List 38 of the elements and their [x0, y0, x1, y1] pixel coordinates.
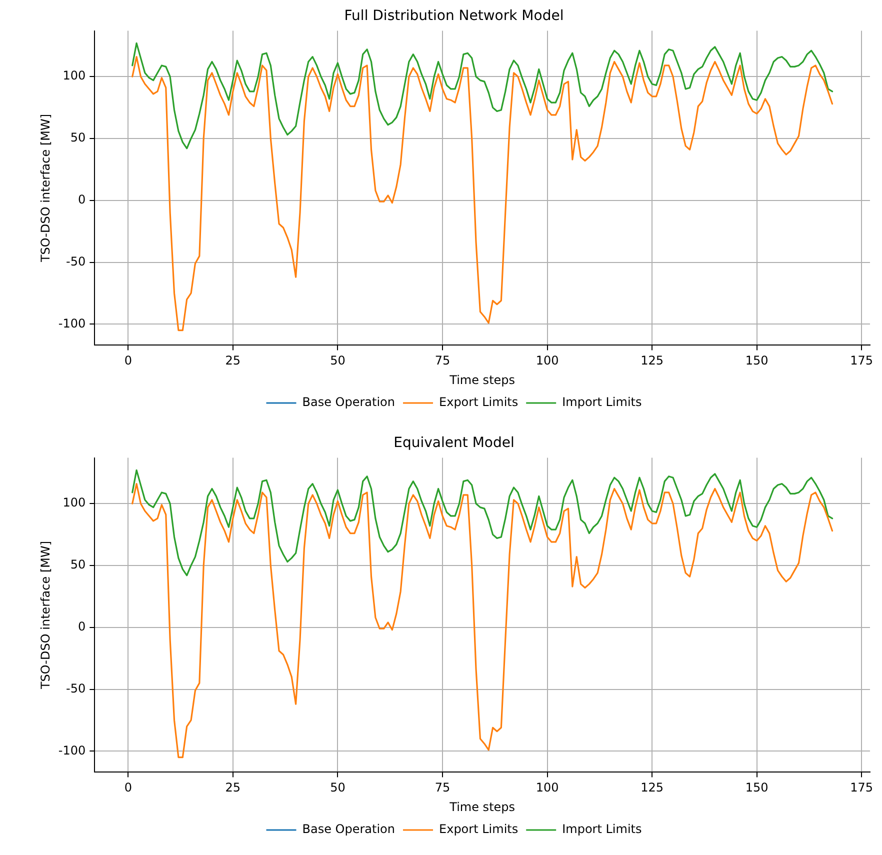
y-tick-label: -50 — [66, 254, 86, 268]
chart-title: Equivalent Model — [394, 435, 514, 452]
legend-label: Import Limits — [562, 395, 642, 410]
x-tick-label: 100 — [536, 780, 559, 795]
x-tick-label: 150 — [745, 354, 768, 368]
y-axis-title: TSO-DSO interface [MW] — [38, 114, 52, 264]
x-tick-label: 50 — [330, 780, 346, 795]
y-tick-label: 50 — [70, 130, 86, 145]
y-tick-label: 50 — [70, 558, 86, 572]
x-tick-label: 100 — [536, 354, 559, 368]
x-tick-label: 125 — [640, 780, 664, 795]
y-tick-label: -100 — [58, 316, 86, 330]
x-tick-label: 25 — [225, 354, 241, 368]
legend-label: Import Limits — [562, 822, 642, 836]
y-tick-label: 100 — [62, 68, 86, 83]
x-tick-label: 0 — [124, 354, 132, 368]
x-tick-label: 125 — [640, 354, 664, 368]
y-tick-label: 0 — [78, 192, 86, 207]
x-axis-title: Time steps — [448, 372, 516, 387]
legend-label: Base Operation — [302, 395, 396, 410]
legend-label: Base Operation — [302, 822, 396, 836]
chart-title: Full Distribution Network Model — [344, 8, 564, 24]
x-tick-label: 50 — [330, 354, 346, 368]
y-tick-label: -50 — [66, 681, 86, 696]
y-tick-label: 0 — [78, 620, 86, 634]
legend-label: Export Limits — [439, 395, 518, 410]
x-tick-label: 150 — [745, 780, 768, 795]
x-tick-label: 75 — [434, 780, 450, 795]
x-axis-title: Time steps — [448, 800, 516, 814]
x-tick-label: 25 — [225, 780, 241, 795]
legend-label: Export Limits — [439, 822, 518, 836]
y-tick-label: 100 — [62, 496, 86, 510]
x-tick-label: 75 — [434, 354, 450, 368]
x-tick-label: 175 — [850, 354, 874, 368]
y-axis-title: TSO-DSO interface [MW] — [38, 540, 52, 690]
x-tick-label: 175 — [850, 780, 874, 795]
y-tick-label: -100 — [58, 743, 86, 758]
x-tick-label: 0 — [124, 780, 132, 795]
